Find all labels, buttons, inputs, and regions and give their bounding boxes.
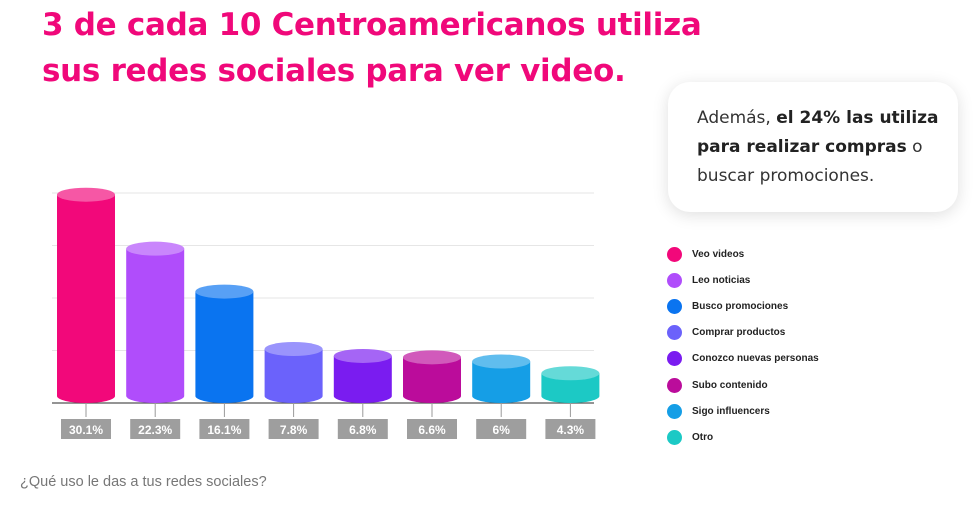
data-label: 6% — [493, 423, 511, 437]
bar-top — [403, 350, 461, 365]
legend-label: Conozco nuevas personas — [692, 353, 819, 365]
bar-top — [333, 348, 392, 363]
data-label-bg — [337, 419, 388, 439]
page-title: 3 de cada 10 Centroamericanos utiliza su… — [42, 7, 702, 89]
bar — [126, 248, 185, 403]
legend-label: Subo contenido — [692, 379, 768, 391]
legend-label: Veo videos — [692, 248, 745, 260]
legend-swatch — [667, 377, 682, 393]
legend-label: Otro — [692, 431, 714, 443]
data-label-bg — [545, 419, 596, 439]
legend-item: Otro — [667, 424, 819, 450]
data-label-bg — [130, 419, 181, 439]
data-label: 16.1% — [207, 423, 241, 437]
bar-top — [57, 187, 115, 202]
bar — [403, 357, 461, 403]
legend-swatch — [667, 246, 682, 262]
legend-swatch — [667, 429, 682, 445]
legend-item: Leo noticias — [667, 267, 819, 293]
bar-top — [264, 342, 323, 357]
bar — [195, 291, 254, 403]
legend-swatch — [667, 325, 682, 341]
data-label: 7.8% — [280, 423, 308, 437]
callout-prefix: Además, — [697, 108, 777, 128]
bar — [264, 349, 323, 403]
chart-legend: Veo videos Leo noticias Busco promociones C… — [667, 241, 819, 451]
bar — [333, 355, 392, 403]
legend-swatch — [667, 298, 682, 314]
legend-label: Comprar productos — [692, 327, 786, 339]
legend-item: Veo videos — [667, 241, 819, 267]
data-label: 22.3% — [138, 423, 172, 437]
legend-label: Sigo influencers — [692, 405, 770, 417]
bar-top — [472, 354, 531, 369]
bar — [57, 194, 115, 403]
data-label-bg — [61, 419, 111, 439]
callout-text: Además, el 24% las utiliza para realizar… — [697, 104, 947, 191]
bar-top — [541, 366, 600, 381]
bar-top — [126, 241, 185, 256]
data-label: 30.1% — [69, 423, 103, 437]
legend-item: Busco promociones — [667, 293, 819, 319]
legend-label: Busco promociones — [692, 300, 789, 312]
chart-question: ¿Qué uso le das a tus redes sociales? — [20, 474, 267, 490]
legend-swatch — [667, 403, 682, 419]
bar — [472, 361, 531, 403]
legend-item: Conozco nuevas personas — [667, 346, 819, 372]
data-label-bg — [199, 419, 250, 439]
callout-suffix: o buscar promociones. — [697, 137, 923, 186]
callout-highlight: el 24% las utiliza para realizar compras — [697, 108, 939, 157]
bar — [541, 373, 600, 403]
data-label-bg — [476, 419, 527, 439]
legend-label: Leo noticias — [692, 274, 751, 286]
data-label-bg — [407, 419, 457, 439]
data-label: 6.6% — [418, 423, 446, 437]
data-label: 6.8% — [349, 423, 377, 437]
legend-swatch — [667, 272, 682, 288]
legend-swatch — [667, 351, 682, 367]
data-label-bg — [268, 419, 319, 439]
data-label: 4.3% — [557, 423, 585, 437]
callout-card: Además, el 24% las utiliza para realizar… — [668, 82, 958, 212]
legend-item: Sigo influencers — [667, 398, 819, 424]
bar-top — [195, 284, 254, 299]
legend-item: Subo contenido — [667, 372, 819, 398]
legend-item: Comprar productos — [667, 320, 819, 346]
